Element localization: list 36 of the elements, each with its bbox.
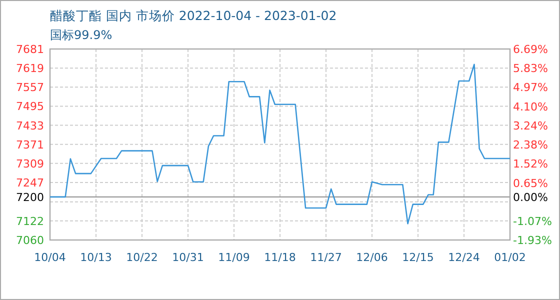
x-tick-label: 12/15	[402, 251, 434, 264]
y2-tick-label: -1.07%	[513, 214, 552, 228]
y-tick-label: 7433	[16, 119, 44, 132]
y-tick-label: 7681	[16, 43, 44, 56]
ref-line-label: 7200	[16, 190, 44, 204]
x-tick-label: 10/04	[34, 251, 66, 264]
y2-tick-label: 1.52%	[513, 158, 548, 171]
x-tick-label: 11/09	[218, 251, 250, 264]
y2-tick-label: 6.69%	[513, 43, 548, 56]
y2-tick-label: 3.24%	[513, 119, 548, 132]
y-tick-label: 7309	[16, 157, 44, 170]
y2-tick-label: 4.10%	[513, 100, 548, 114]
x-tick-label: 11/18	[264, 251, 296, 264]
x-tick-label: 10/31	[172, 251, 204, 264]
y-tick-label: 7247	[16, 176, 44, 190]
y-tick-label: 7060	[16, 234, 44, 247]
y2-tick-label: 0.00%	[513, 191, 548, 204]
x-tick-label: 10/22	[126, 251, 158, 264]
y2-tick-label: 0.65%	[513, 176, 548, 190]
chart-subtitle: 国标99.9%	[50, 28, 112, 42]
y2-tick-label: 4.97%	[513, 81, 548, 94]
line-series	[49, 64, 511, 224]
y2-tick-label: 5.83%	[513, 62, 548, 76]
y-tick-label: 7619	[16, 62, 44, 76]
chart-title: 醋酸丁酯 国内 市场价 2022-10-04 - 2023-01-02	[50, 8, 337, 23]
x-tick-label: 12/06	[356, 251, 388, 264]
y-tick-label: 7371	[16, 138, 44, 152]
y-tick-label: 7557	[16, 81, 44, 94]
x-tick-label: 01/02	[494, 251, 526, 264]
x-tick-label: 11/27	[310, 251, 342, 264]
y-tick-label: 7495	[16, 100, 44, 114]
y-tick-label: 7122	[16, 214, 44, 228]
x-tick-label: 12/24	[448, 251, 480, 264]
y2-tick-label: 2.38%	[513, 138, 548, 152]
y2-tick-label: -1.93%	[513, 234, 552, 247]
x-tick-label: 10/13	[80, 251, 112, 264]
